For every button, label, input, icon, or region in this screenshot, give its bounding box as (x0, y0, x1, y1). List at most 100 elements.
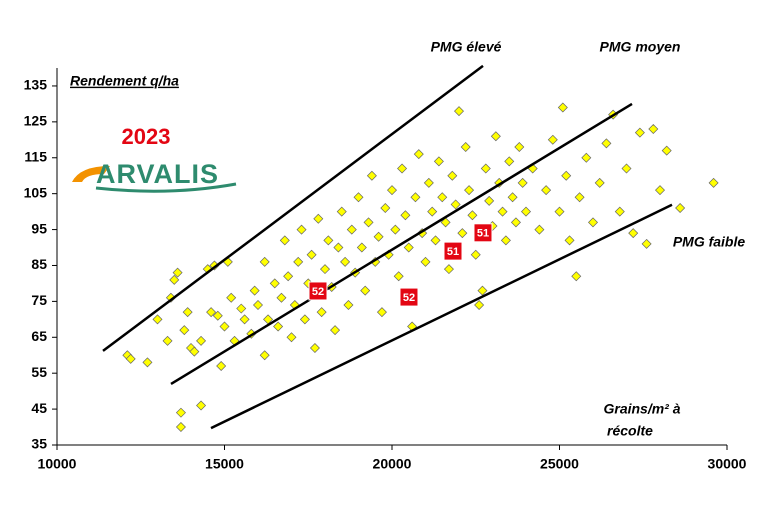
scatter-point (259, 350, 270, 361)
scatter-point (514, 141, 525, 152)
scatter-point (363, 217, 374, 228)
scatter-point (440, 217, 451, 228)
scatter-point (239, 314, 250, 325)
scatter-point (661, 145, 672, 156)
scatter-point (450, 199, 461, 210)
scatter-point (346, 224, 357, 235)
y-tick-label: 115 (24, 148, 47, 164)
scatter-point (360, 285, 371, 296)
x-axis-label: Grains/m² à (603, 401, 680, 417)
x-tick-label: 10000 (38, 456, 77, 472)
scatter-point (273, 321, 284, 332)
scatter-point (356, 242, 367, 253)
scatter-point (142, 357, 153, 368)
scatter-point (621, 163, 632, 174)
scatter-point (521, 206, 531, 217)
highlight-marker (473, 223, 493, 243)
scatter-point (169, 274, 180, 285)
scatter-point (206, 307, 217, 318)
y-axis-label: Rendement q/ha (70, 73, 179, 89)
highlight-label: 52 (403, 292, 415, 304)
scatter-point (397, 163, 408, 174)
scatter-point (330, 325, 341, 336)
scatter-point (196, 400, 207, 411)
scatter-point (376, 307, 387, 318)
scatter-point (296, 224, 307, 235)
scatter-point (212, 310, 223, 321)
scatter-point (541, 185, 552, 196)
scatter-point (517, 177, 528, 188)
scatter-point (380, 203, 391, 214)
scatter-point (343, 299, 354, 310)
highlight-label: 52 (312, 286, 324, 298)
x-tick-label: 20000 (373, 456, 412, 472)
scatter-point (179, 325, 190, 336)
scatter-point (561, 170, 572, 181)
scatter-point (340, 256, 351, 267)
scatter-point (574, 192, 585, 203)
scatter-point (504, 156, 515, 167)
scatter-point (299, 314, 310, 325)
scatter-point (373, 231, 384, 242)
scatter-point (162, 335, 173, 346)
scatter-point (323, 235, 334, 246)
scatter-point (423, 177, 434, 188)
y-tick-label: 65 (31, 328, 47, 344)
scatter-point (708, 177, 719, 188)
scatter-point (333, 242, 344, 253)
highlight-marker (443, 241, 463, 261)
scatter-point (236, 303, 247, 314)
scatter-point (490, 131, 501, 142)
scatter-point (655, 185, 665, 196)
chart-title: 2023 (122, 124, 171, 149)
scatter-point (219, 321, 230, 332)
x-tick-label: 25000 (540, 456, 579, 472)
scatter-point (628, 228, 639, 239)
scatter-point (437, 192, 448, 203)
line-label: PMG élevé (431, 39, 502, 55)
scatter-point (554, 206, 565, 217)
scatter-point (634, 127, 645, 138)
scatter-point (484, 195, 495, 206)
scatter-point (547, 134, 558, 145)
scatter-point (293, 256, 304, 267)
y-tick-label: 95 (31, 220, 47, 236)
scatter-point (320, 264, 330, 275)
scatter-point (413, 149, 424, 160)
y-tick-label: 85 (31, 256, 47, 272)
reference-line (170, 102, 633, 386)
scatter-point (269, 278, 280, 289)
scatter-point (125, 353, 136, 364)
logo-swoosh (72, 166, 110, 182)
scatter-point (366, 170, 377, 181)
scatter-point (470, 249, 481, 260)
scatter-point (403, 242, 414, 253)
scatter-point (594, 177, 605, 188)
scatter-point (253, 299, 263, 310)
scatter-point (460, 141, 471, 152)
scatter-point (534, 224, 545, 235)
scatter-point (464, 185, 475, 196)
y-tick-label: 55 (31, 364, 47, 380)
scatter-point (313, 213, 324, 224)
y-tick-label: 105 (24, 184, 48, 200)
scatter-point (474, 299, 485, 310)
scatter-point (175, 407, 186, 418)
scatter-point (336, 206, 347, 217)
scatter-point (601, 138, 612, 149)
scatter-point (443, 264, 454, 275)
scatter-point (279, 235, 290, 246)
scatter-point (182, 307, 193, 318)
scatter-point (172, 267, 183, 278)
scatter-point (507, 192, 518, 203)
scatter-point (226, 292, 237, 303)
scatter-point (467, 210, 478, 221)
scatter-point (557, 102, 568, 113)
scatter-point (564, 235, 575, 246)
scatter-point (420, 256, 431, 267)
reference-line (210, 203, 673, 430)
scatter-point (641, 238, 652, 249)
scatter-point (427, 206, 438, 217)
scatter-point (353, 192, 364, 203)
